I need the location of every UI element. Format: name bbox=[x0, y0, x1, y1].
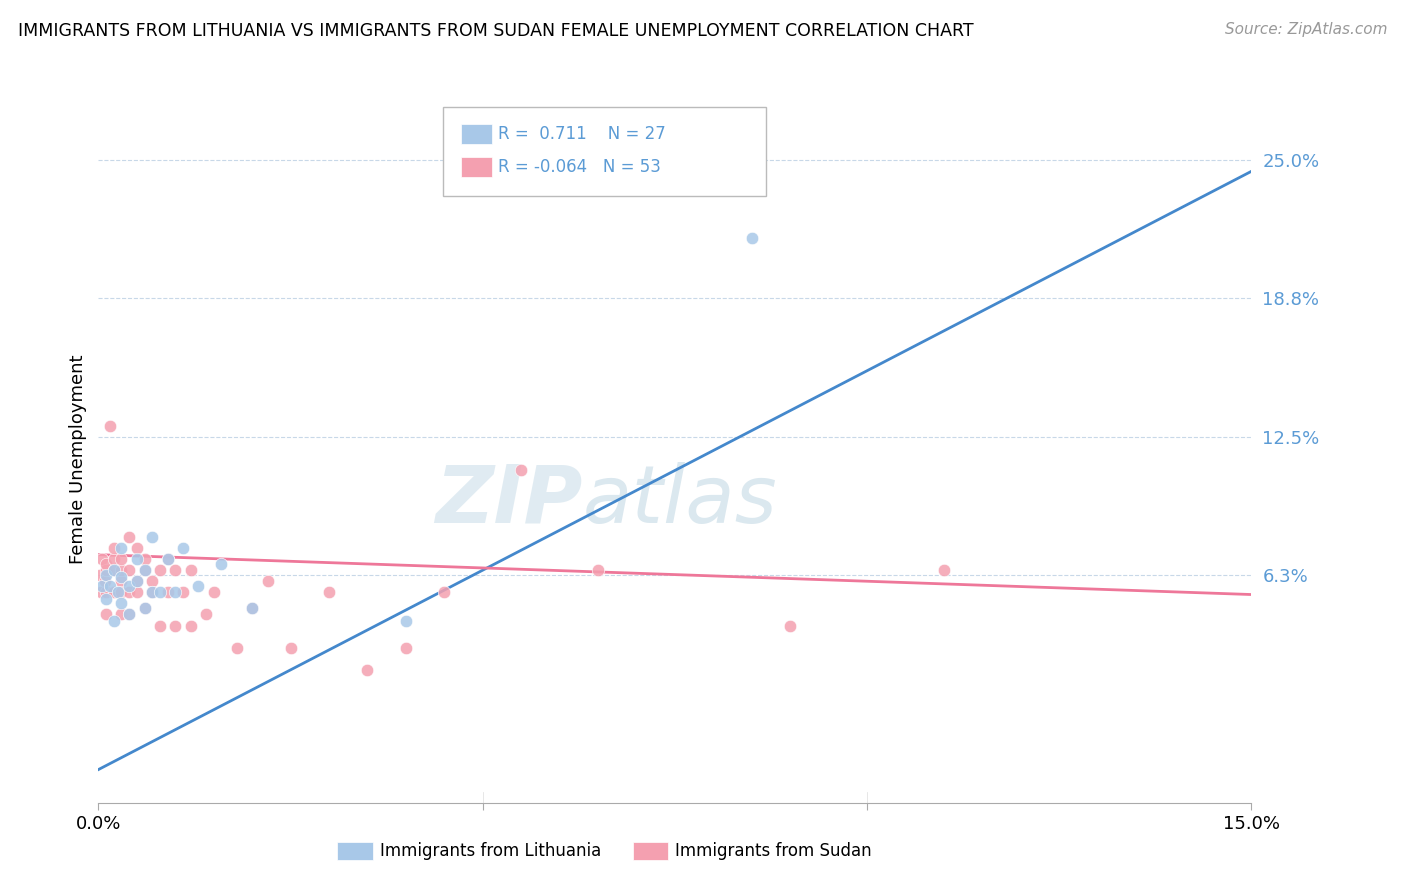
Point bbox=[94, 585, 117, 599]
Point bbox=[125, 552, 148, 566]
Point bbox=[510, 463, 533, 477]
Point bbox=[103, 563, 125, 577]
Y-axis label: Female Unemployment: Female Unemployment bbox=[69, 355, 87, 564]
Point bbox=[98, 579, 121, 593]
Point bbox=[741, 231, 763, 245]
Point bbox=[125, 574, 148, 589]
Point bbox=[141, 574, 163, 589]
Point bbox=[165, 618, 187, 632]
Point bbox=[395, 640, 418, 655]
Point bbox=[149, 585, 172, 599]
Point bbox=[156, 552, 179, 566]
Point bbox=[256, 574, 278, 589]
Point bbox=[779, 618, 801, 632]
Point bbox=[395, 614, 418, 628]
Point bbox=[103, 552, 125, 566]
Point bbox=[280, 640, 302, 655]
Point bbox=[318, 585, 340, 599]
Point bbox=[125, 585, 148, 599]
Point bbox=[134, 563, 156, 577]
Text: IMMIGRANTS FROM LITHUANIA VS IMMIGRANTS FROM SUDAN FEMALE UNEMPLOYMENT CORRELATI: IMMIGRANTS FROM LITHUANIA VS IMMIGRANTS … bbox=[18, 22, 974, 40]
Point bbox=[209, 557, 232, 571]
Point bbox=[118, 579, 141, 593]
Point bbox=[180, 563, 202, 577]
Text: Immigrants from Sudan: Immigrants from Sudan bbox=[675, 842, 872, 860]
Point bbox=[91, 579, 114, 593]
Point bbox=[156, 585, 179, 599]
Point bbox=[172, 541, 194, 555]
Point bbox=[180, 618, 202, 632]
Point bbox=[103, 563, 125, 577]
Point bbox=[89, 567, 111, 582]
Point bbox=[141, 585, 163, 599]
Point bbox=[110, 596, 132, 610]
Point bbox=[91, 552, 114, 566]
Point bbox=[103, 541, 125, 555]
Point bbox=[94, 607, 117, 622]
Point bbox=[156, 552, 179, 566]
Point bbox=[118, 607, 141, 622]
Text: atlas: atlas bbox=[582, 461, 778, 540]
Point bbox=[110, 574, 132, 589]
Point bbox=[240, 600, 263, 615]
Point bbox=[118, 563, 141, 577]
Point bbox=[94, 557, 117, 571]
Point bbox=[118, 585, 141, 599]
Point bbox=[141, 585, 163, 599]
Point bbox=[125, 574, 148, 589]
Point bbox=[125, 541, 148, 555]
Point bbox=[110, 570, 132, 584]
Point bbox=[165, 585, 187, 599]
Text: R = -0.064   N = 53: R = -0.064 N = 53 bbox=[498, 158, 661, 176]
Point bbox=[149, 618, 172, 632]
Point bbox=[98, 419, 121, 434]
Point bbox=[110, 552, 132, 566]
Point bbox=[586, 563, 609, 577]
Point bbox=[94, 567, 117, 582]
Text: R =  0.711    N = 27: R = 0.711 N = 27 bbox=[498, 125, 665, 143]
Text: ZIP: ZIP bbox=[436, 461, 582, 540]
Point bbox=[118, 607, 141, 622]
Point bbox=[240, 600, 263, 615]
Point bbox=[356, 663, 378, 677]
Point bbox=[94, 563, 117, 577]
Point bbox=[134, 563, 156, 577]
Text: Source: ZipAtlas.com: Source: ZipAtlas.com bbox=[1225, 22, 1388, 37]
Point bbox=[187, 579, 209, 593]
Point bbox=[93, 574, 115, 589]
Point bbox=[107, 585, 129, 599]
Point bbox=[149, 563, 172, 577]
Point bbox=[103, 614, 125, 628]
Point bbox=[172, 585, 194, 599]
Point bbox=[103, 585, 125, 599]
Point bbox=[110, 541, 132, 555]
Point bbox=[110, 585, 132, 599]
Point bbox=[90, 585, 112, 599]
Point bbox=[134, 600, 156, 615]
Point bbox=[134, 552, 156, 566]
Point bbox=[118, 530, 141, 544]
Point bbox=[94, 591, 117, 606]
Point bbox=[433, 585, 456, 599]
Point bbox=[110, 563, 132, 577]
Point bbox=[225, 640, 247, 655]
Point bbox=[202, 585, 225, 599]
Text: Immigrants from Lithuania: Immigrants from Lithuania bbox=[380, 842, 600, 860]
Point bbox=[110, 607, 132, 622]
Point bbox=[134, 600, 156, 615]
Point bbox=[195, 607, 218, 622]
Point bbox=[932, 563, 955, 577]
Point bbox=[165, 563, 187, 577]
Point bbox=[141, 530, 163, 544]
